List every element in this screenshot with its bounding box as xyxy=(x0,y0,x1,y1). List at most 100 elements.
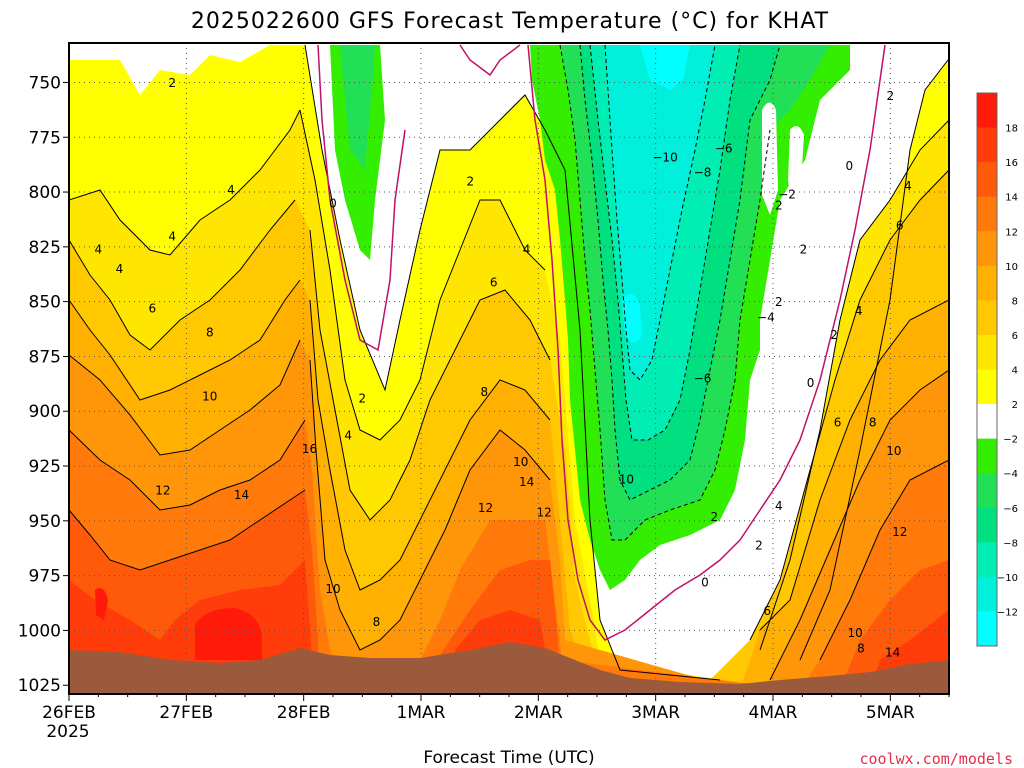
contour-label: −6 xyxy=(694,372,712,386)
contour-label: 4 xyxy=(904,179,912,193)
x-tick-label: 2MAR xyxy=(514,703,563,723)
x-tick-label: 1MAR xyxy=(397,703,446,723)
credit-text: coolwx.com/models xyxy=(859,750,1013,768)
contour-label: −10 xyxy=(652,150,677,164)
contour-label: 4 xyxy=(775,499,783,513)
contour-label: −4 xyxy=(757,310,775,324)
colorbar-swatch xyxy=(977,231,997,267)
colorbar-label: 10 xyxy=(1005,262,1018,273)
colorbar-swatch xyxy=(977,576,997,612)
y-tick-label: 875 xyxy=(29,347,61,367)
colorbar-swatch xyxy=(977,404,997,440)
contour-label: 4 xyxy=(523,242,531,256)
x-year-label: 2025 xyxy=(46,722,89,742)
colorbar-swatch xyxy=(977,162,997,198)
x-tick-label: 4MAR xyxy=(749,703,798,723)
x-tick-label: 3MAR xyxy=(631,703,680,723)
contour-lines-dashed xyxy=(559,44,781,541)
colorbar: 18 16 14 12 10 8 6 4 2 −2 −4 −6 −8 −10 −12 xyxy=(976,92,1018,647)
colorbar-label: −2 xyxy=(1003,435,1018,446)
colorbar-label: 18 xyxy=(1005,124,1018,135)
colorbar-frame xyxy=(976,92,998,647)
colorbar-label: 6 xyxy=(1012,331,1018,342)
y-tick-label: 950 xyxy=(29,512,61,532)
contour-label: 14 xyxy=(234,488,249,502)
colorbar-label: 16 xyxy=(1005,158,1018,169)
band-neg12 xyxy=(622,45,690,343)
colorbar-swatch xyxy=(977,334,997,370)
contour-label: 14 xyxy=(885,646,900,660)
contour-label: 8 xyxy=(481,385,489,399)
contour-label: 10 xyxy=(847,626,862,640)
contour-label: 6 xyxy=(148,302,156,316)
contour-label: 12 xyxy=(155,484,170,498)
x-tick-label: 28FEB xyxy=(277,703,331,723)
contour-label: 0 xyxy=(845,159,853,173)
contour-label: 10 xyxy=(886,444,901,458)
contour-label: 2 xyxy=(800,242,808,256)
contour-label: 4 xyxy=(855,304,863,318)
x-tick-label: 26FEB xyxy=(42,703,96,723)
contour-label: 4 xyxy=(95,242,103,256)
contour-label: 6 xyxy=(763,604,771,618)
y-tick-label: 925 xyxy=(29,457,61,477)
colorbar-swatch xyxy=(977,265,997,301)
contour-label: −8 xyxy=(694,166,712,180)
contour-label: 8 xyxy=(857,641,865,655)
colorbar-swatch xyxy=(977,542,997,578)
colorbar-label: −10 xyxy=(997,573,1018,584)
contour-label: 2 xyxy=(830,328,838,342)
contour-lines xyxy=(69,44,949,681)
x-axis: 26FEB 27FEB 28FEB 1MAR 2MAR 3MAR 4MAR 5MAR xyxy=(42,694,950,723)
colorbar-swatch xyxy=(977,438,997,474)
contour-label: 8 xyxy=(373,615,381,629)
colorbar-label: −8 xyxy=(1003,538,1018,549)
contour-label: 14 xyxy=(519,475,534,489)
contour-label: 6 xyxy=(896,218,904,232)
contour-label: 2 xyxy=(775,295,783,309)
contour-label: 2 xyxy=(359,391,367,405)
contour-label: 4 xyxy=(344,429,352,443)
colorbar-swatch xyxy=(977,369,997,405)
contour-label: 10 xyxy=(619,473,634,487)
contour-label: 2 xyxy=(887,89,895,103)
contour-label: 6 xyxy=(490,275,498,289)
band-white-holes xyxy=(762,102,804,340)
colorbar-label: −4 xyxy=(1003,469,1018,480)
contour-label: 6 xyxy=(834,416,842,430)
contour-label: 4 xyxy=(227,183,235,197)
colorbar-label: 12 xyxy=(1005,227,1018,238)
contour-label: 0 xyxy=(701,576,709,590)
contour-label: 2 xyxy=(775,199,783,213)
contour-label: 2 xyxy=(755,538,763,552)
contour-label: 10 xyxy=(325,582,340,596)
contour-label: 12 xyxy=(478,501,493,515)
contour-label: 2 xyxy=(168,76,176,90)
contour-zero-lines xyxy=(317,44,886,641)
contour-label: 2 xyxy=(711,510,719,524)
contour-label: −2 xyxy=(778,188,796,202)
contour-label: −6 xyxy=(715,142,733,156)
y-axis: 750 775 800 825 850 875 900 925 950 975 1000 1025 xyxy=(18,73,69,696)
chart-title: 2025022600 GFS Forecast Temperature (°C)… xyxy=(191,9,829,34)
y-tick-label: 850 xyxy=(29,293,61,313)
x-axis-title: Forecast Time (UTC) xyxy=(423,748,594,768)
contour-label: 4 xyxy=(168,229,176,243)
y-tick-label: 825 xyxy=(29,238,61,258)
x-tick-label: 27FEB xyxy=(159,703,213,723)
contour-label: 4 xyxy=(116,262,124,276)
contour-label: 12 xyxy=(892,525,907,539)
colorbar-label: 4 xyxy=(1012,366,1018,377)
y-tick-label: 975 xyxy=(29,567,61,587)
colorbar-swatch xyxy=(977,473,997,509)
contour-label: 10 xyxy=(513,455,528,469)
contour-label: 8 xyxy=(869,416,877,430)
colorbar-label: 8 xyxy=(1012,296,1018,307)
band-18 xyxy=(95,587,262,660)
colorbar-label: −12 xyxy=(997,607,1018,618)
y-tick-label: 900 xyxy=(29,402,61,422)
colorbar-label: 14 xyxy=(1005,193,1018,204)
